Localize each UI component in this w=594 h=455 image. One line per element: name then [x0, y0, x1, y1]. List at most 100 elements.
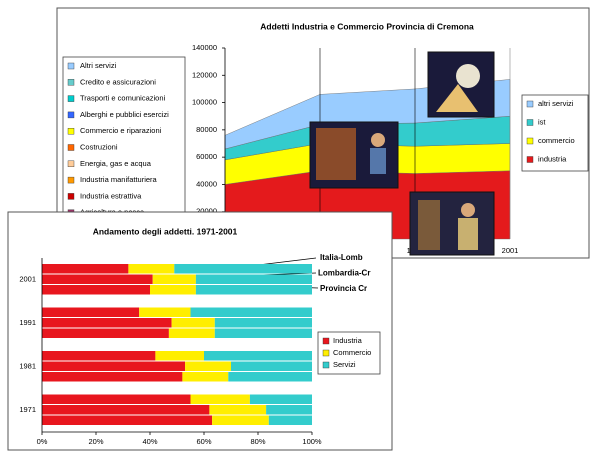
bar-segment	[171, 318, 215, 328]
legend-swatch	[322, 349, 330, 357]
legend-label: Credito e assicurazioni	[80, 77, 156, 86]
bar-segment	[42, 351, 156, 361]
bar-segment	[139, 307, 191, 317]
bar-segment	[212, 415, 269, 425]
clip-shape	[436, 84, 478, 112]
x-tick-label: 40%	[142, 437, 157, 446]
bar-segment	[190, 307, 312, 317]
bar-segment	[209, 405, 267, 415]
bar-segment	[185, 361, 231, 371]
bar-segment	[190, 394, 250, 404]
x-tick-label: 2001	[502, 246, 519, 255]
legend-swatch	[526, 137, 534, 145]
legend-swatch	[322, 361, 330, 369]
bar-segment	[228, 372, 312, 382]
bar-segment	[168, 328, 215, 338]
y-tick-label: 80000	[196, 125, 217, 134]
legend-label: Industria manifatturiera	[80, 175, 158, 184]
bar-label: Italia-Lomb	[320, 253, 363, 262]
clip-shape	[456, 64, 480, 88]
bar-segment	[150, 285, 196, 295]
legend-label: industria	[538, 154, 567, 163]
back-overlay: Altri servizi Credito e assicurazioni Tras…	[67, 61, 575, 217]
bar-segment	[42, 274, 153, 284]
bar-segment	[182, 372, 229, 382]
x-tick-label: 60%	[196, 437, 211, 446]
bar-segment	[42, 372, 183, 382]
legend-label: Servizi	[333, 360, 356, 369]
legend-swatch	[67, 176, 75, 184]
clip-shape	[461, 203, 475, 217]
legend-swatch	[526, 119, 534, 126]
legend-label: altri servizi	[538, 99, 574, 108]
legend-label: ist	[538, 117, 546, 126]
legend-label: commercio	[538, 136, 575, 145]
bar-segment	[249, 394, 312, 404]
x-tick-label: 20%	[88, 437, 103, 446]
y-tick-label: 1991	[19, 318, 36, 327]
legend-label: Trasporti e comunicazioni	[80, 94, 166, 103]
bar-segment	[204, 351, 312, 361]
clip-art	[309, 51, 495, 256]
y-tick-label: 1981	[19, 362, 36, 371]
front-plot: 2001 1991 1981 1971 0% 20% 40% 60% 80% 100% Italia…	[19, 253, 371, 446]
bar-segment	[214, 318, 312, 328]
legend-swatch	[526, 100, 534, 108]
bar-segment	[195, 274, 312, 284]
legend-label: Industria estrattiva	[80, 191, 142, 200]
x-tick-label: 80%	[250, 437, 265, 446]
legend-swatch	[526, 156, 534, 163]
bar-segment	[195, 285, 312, 295]
clip-shape	[371, 133, 385, 147]
chart-title: Addetti Industria e Commercio Provincia …	[260, 21, 474, 31]
bar-label: Provincia Cr	[320, 284, 367, 293]
bar-segment	[42, 264, 129, 274]
y-tick-label: 40000	[196, 179, 217, 188]
y-tick-label: 100000	[192, 98, 217, 107]
bar-segment	[42, 361, 186, 371]
legend-swatch	[322, 337, 330, 345]
bar-segment	[152, 274, 196, 284]
bar-label: Lombardia-Cr	[318, 269, 370, 278]
legend-swatch	[67, 193, 75, 200]
clip-shape	[418, 200, 440, 250]
legend-swatch	[67, 79, 75, 86]
legend-label: Commercio e riparazioni	[80, 126, 162, 135]
bar-segment	[266, 405, 312, 415]
bar-segment	[128, 264, 175, 274]
legend-swatch	[67, 62, 75, 70]
legend-swatch	[67, 127, 75, 135]
bar-segment	[174, 264, 312, 274]
legend-swatch	[67, 95, 75, 102]
bar-segment	[42, 285, 150, 295]
x-tick-label: 0%	[37, 437, 48, 446]
legend-swatch	[67, 160, 75, 168]
clip-shape	[316, 128, 356, 180]
y-tick-label: 140000	[192, 43, 217, 52]
legend-swatch	[67, 144, 75, 151]
bar-segment	[268, 415, 312, 425]
bar-segment	[42, 328, 169, 338]
bar-segment	[42, 307, 140, 317]
bar-segment	[42, 415, 213, 425]
legend-label: Costruzioni	[80, 142, 118, 151]
y-tick-label: 20000	[196, 207, 217, 216]
side-legend-box	[62, 56, 186, 228]
legend-label: Commercio	[333, 348, 371, 357]
legend-label: Energia, gas e acqua	[80, 159, 152, 168]
y-tick-label: 2001	[19, 275, 36, 284]
clip-shape	[458, 218, 478, 250]
legend-swatch	[67, 111, 75, 119]
bar-segment	[42, 318, 172, 328]
bar-segment	[214, 328, 312, 338]
x-tick-label: 100%	[302, 437, 322, 446]
legend-label: Altri servizi	[80, 61, 117, 70]
y-tick-label: 1971	[19, 405, 36, 414]
y-tick-label: 60000	[196, 152, 217, 161]
bar-segment	[42, 394, 191, 404]
chart-title: Andamento degli addetti. 1971-2001	[93, 226, 238, 236]
bar-segment	[155, 351, 204, 361]
bar-segment	[231, 361, 312, 371]
y-tick-label: 120000	[192, 70, 217, 79]
